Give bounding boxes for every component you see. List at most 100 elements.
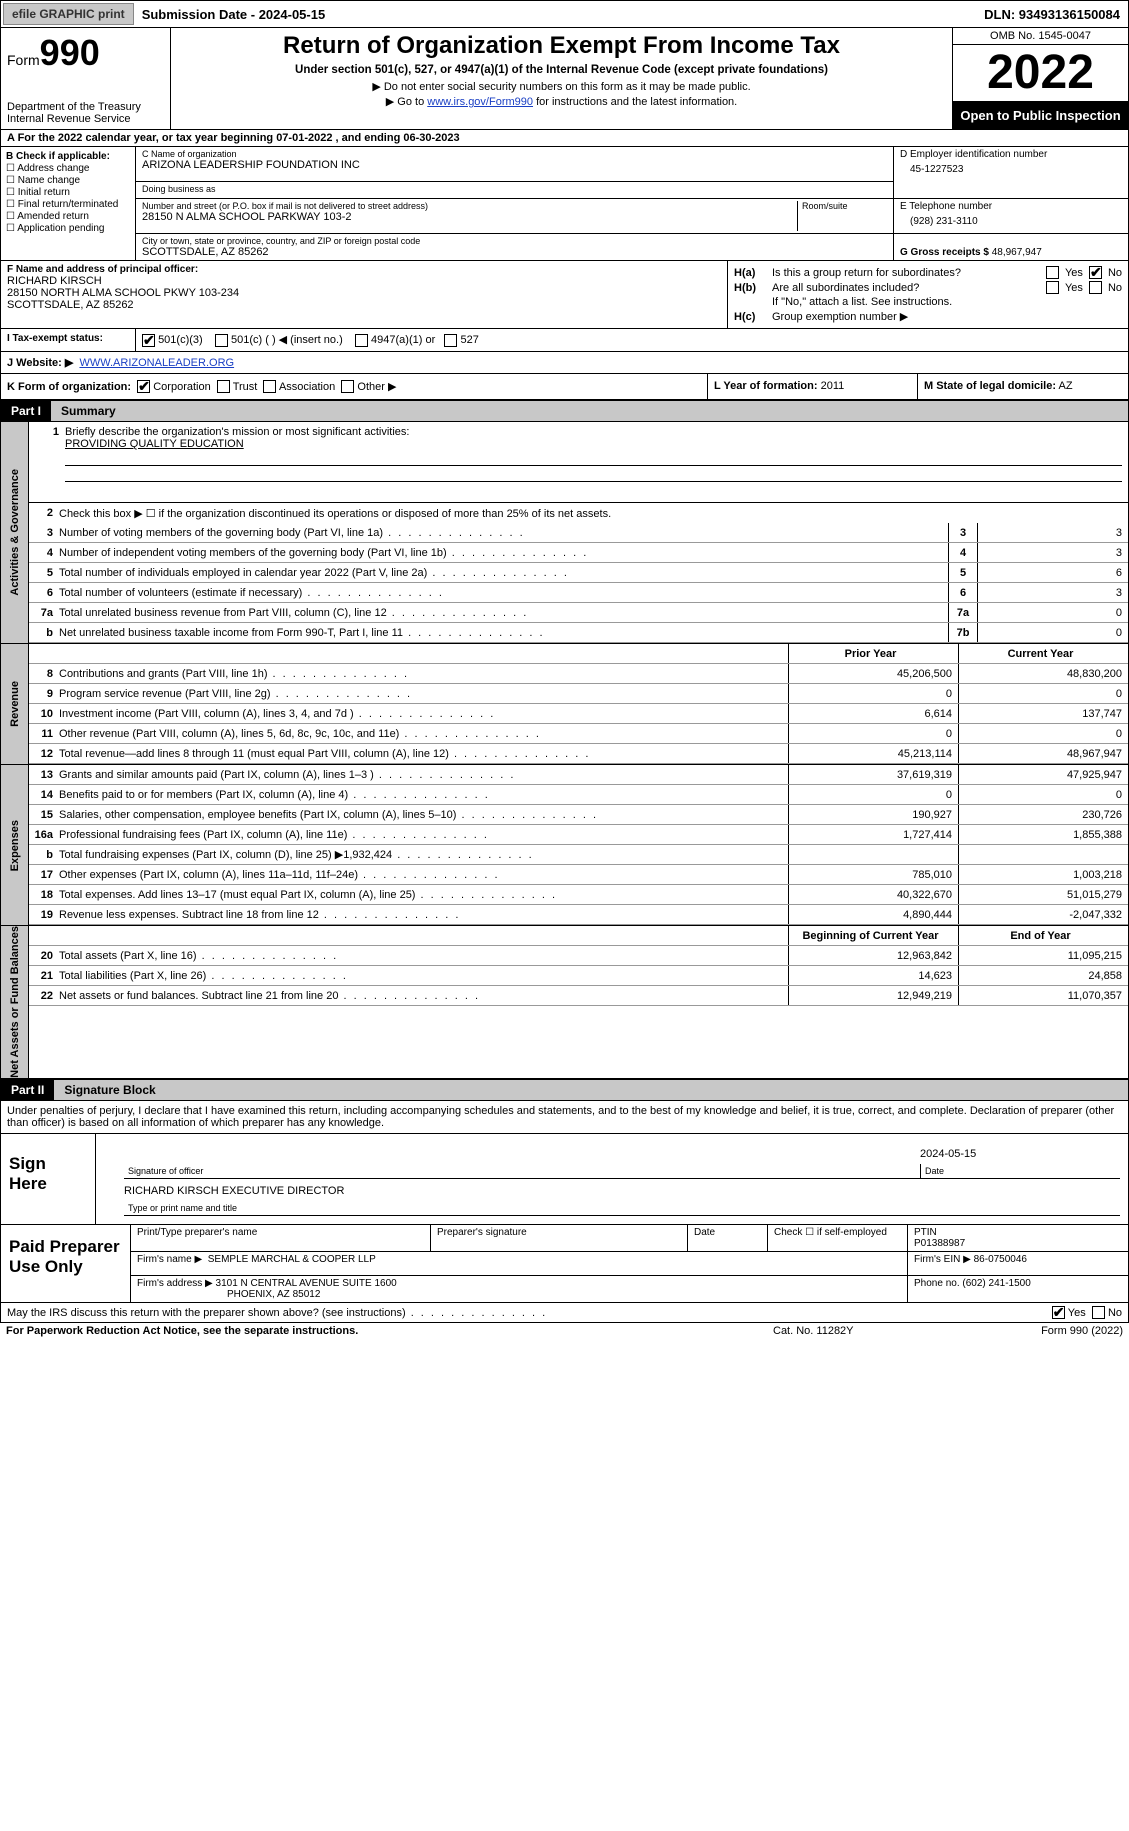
line-val: 3 [978,523,1128,542]
opt-501c3: 501(c)(3) [158,334,203,346]
chk-other[interactable] [341,380,354,393]
line-desc: Total expenses. Add lines 13–17 (must eq… [59,887,788,903]
sign-here-label: Sign Here [1,1134,96,1224]
hc-text: Group exemption number ▶ [772,310,1122,323]
curr-val: 137,747 [958,704,1128,723]
line-desc: Total unrelated business revenue from Pa… [59,605,948,621]
org-name-label: C Name of organization [142,149,887,159]
prior-val: 0 [788,724,958,743]
ha-no-checkbox[interactable] [1089,266,1102,279]
line-desc: Investment income (Part VIII, column (A)… [59,706,788,722]
submission-date: Submission Date - 2024-05-15 [136,7,326,22]
line-desc: Total number of volunteers (estimate if … [59,585,948,601]
line-desc: Contributions and grants (Part VIII, lin… [59,666,788,682]
chk-corporation[interactable] [137,380,150,393]
firm-phone-label: Phone no. [914,1278,960,1289]
phone-label: E Telephone number [900,201,1122,212]
firm-addr1: 3101 N CENTRAL AVENUE SUITE 1600 [216,1278,397,1289]
discuss-yes-checkbox[interactable] [1052,1306,1065,1319]
hb-label: H(b) [734,282,772,294]
vtab-netassets: Net Assets or Fund Balances [1,926,29,1078]
opt-corp: Corporation [153,381,210,393]
chk-501c3[interactable] [142,334,155,347]
line-desc: Total fundraising expenses (Part IX, col… [59,846,788,863]
website-link[interactable]: WWW.ARIZONALEADER.ORG [79,357,234,369]
hb-yes-checkbox[interactable] [1046,281,1059,294]
chk-amended-return[interactable]: ☐ Amended return [6,211,130,222]
sig-officer-label: Signature of officer [124,1164,920,1178]
tax-exempt-label: I Tax-exempt status: [1,329,136,351]
prior-val: 14,623 [788,966,958,985]
line-desc: Program service revenue (Part VIII, line… [59,686,788,702]
curr-val: 11,070,357 [958,986,1128,1005]
line-box: 7b [948,623,978,642]
chk-final-return[interactable]: ☐ Final return/terminated [6,199,130,210]
line-val: 3 [978,583,1128,602]
line-desc: Benefits paid to or for members (Part IX… [59,787,788,803]
self-employed-check[interactable]: Check ☐ if self-employed [768,1225,908,1251]
curr-val: 1,855,388 [958,825,1128,844]
paid-preparer-label: Paid Preparer Use Only [1,1225,131,1302]
form-org-label: K Form of organization: [7,381,131,393]
chk-application-pending[interactable]: ☐ Application pending [6,223,130,234]
prior-val: 37,619,319 [788,765,958,784]
firm-name-value: SEMPLE MARCHAL & COOPER LLP [208,1254,376,1265]
prior-val: 0 [788,785,958,804]
ha-text: Is this a group return for subordinates? [772,267,1046,279]
part2-title: Signature Block [54,1080,1128,1100]
hb-no-checkbox[interactable] [1089,281,1102,294]
chk-4947[interactable] [355,334,368,347]
room-label: Room/suite [802,201,887,211]
form-subtitle: Under section 501(c), 527, or 4947(a)(1)… [179,64,944,76]
city-value: SCOTTSDALE, AZ 85262 [142,246,887,258]
chk-initial-return[interactable]: ☐ Initial return [6,187,130,198]
vtab-expenses: Expenses [1,765,29,925]
line-desc: Grants and similar amounts paid (Part IX… [59,767,788,783]
addr-value: 28150 N ALMA SCHOOL PARKWAY 103-2 [142,211,797,223]
line-desc: Number of voting members of the governin… [59,525,948,541]
curr-val: 24,858 [958,966,1128,985]
ptin-value: P01388987 [914,1238,965,1249]
chk-address-change[interactable]: ☐ Address change [6,163,130,174]
opt-527: 527 [460,334,478,346]
firm-ein-label: Firm's EIN ▶ [914,1254,971,1265]
line-box: 4 [948,543,978,562]
note-goto-prefix: ▶ Go to [386,96,427,108]
tax-year: 2022 [953,45,1128,102]
addr-label: Number and street (or P.O. box if mail i… [142,201,797,211]
mission-label: Briefly describe the organization's miss… [65,426,409,438]
chk-501c[interactable] [215,334,228,347]
ein-value: 45-1227523 [900,160,1122,179]
chk-name-change[interactable]: ☐ Name change [6,175,130,186]
note-ssn: ▶ Do not enter social security numbers o… [179,80,944,93]
line-box: 5 [948,563,978,582]
omb-number: OMB No. 1545-0047 [953,28,1128,45]
efile-print-button[interactable]: efile GRAPHIC print [3,3,134,25]
org-name: ARIZONA LEADERSHIP FOUNDATION INC [142,159,887,171]
chk-trust[interactable] [217,380,230,393]
prior-val: 0 [788,684,958,703]
curr-val: -2,047,332 [958,905,1128,924]
opt-assoc: Association [279,381,335,393]
chk-association[interactable] [263,380,276,393]
website-label: J Website: ▶ [7,357,73,369]
ha-yes-checkbox[interactable] [1046,266,1059,279]
discuss-no-checkbox[interactable] [1092,1306,1105,1319]
header-center: Return of Organization Exempt From Incom… [171,28,953,129]
dept-label: Department of the Treasury Internal Reve… [7,101,164,125]
line-desc: Other expenses (Part IX, column (A), lin… [59,867,788,883]
hb-note: If "No," attach a list. See instructions… [772,296,1122,308]
irs-link[interactable]: www.irs.gov/Form990 [427,96,533,108]
col-beginning-year: Beginning of Current Year [788,926,958,945]
preparer-sig-label: Preparer's signature [431,1225,688,1251]
officer-name: RICHARD KIRSCH [7,275,721,287]
mission-value: PROVIDING QUALITY EDUCATION [65,438,1122,450]
sign-date-value: 2024-05-15 [920,1142,1120,1160]
curr-val: 48,830,200 [958,664,1128,683]
line-val: 3 [978,543,1128,562]
part1-header: Part I Summary [0,400,1129,422]
chk-527[interactable] [444,334,457,347]
prior-val: 12,949,219 [788,986,958,1005]
row-m: M State of legal domicile: AZ [918,374,1128,400]
phone-value: (928) 231-3110 [900,212,1122,231]
